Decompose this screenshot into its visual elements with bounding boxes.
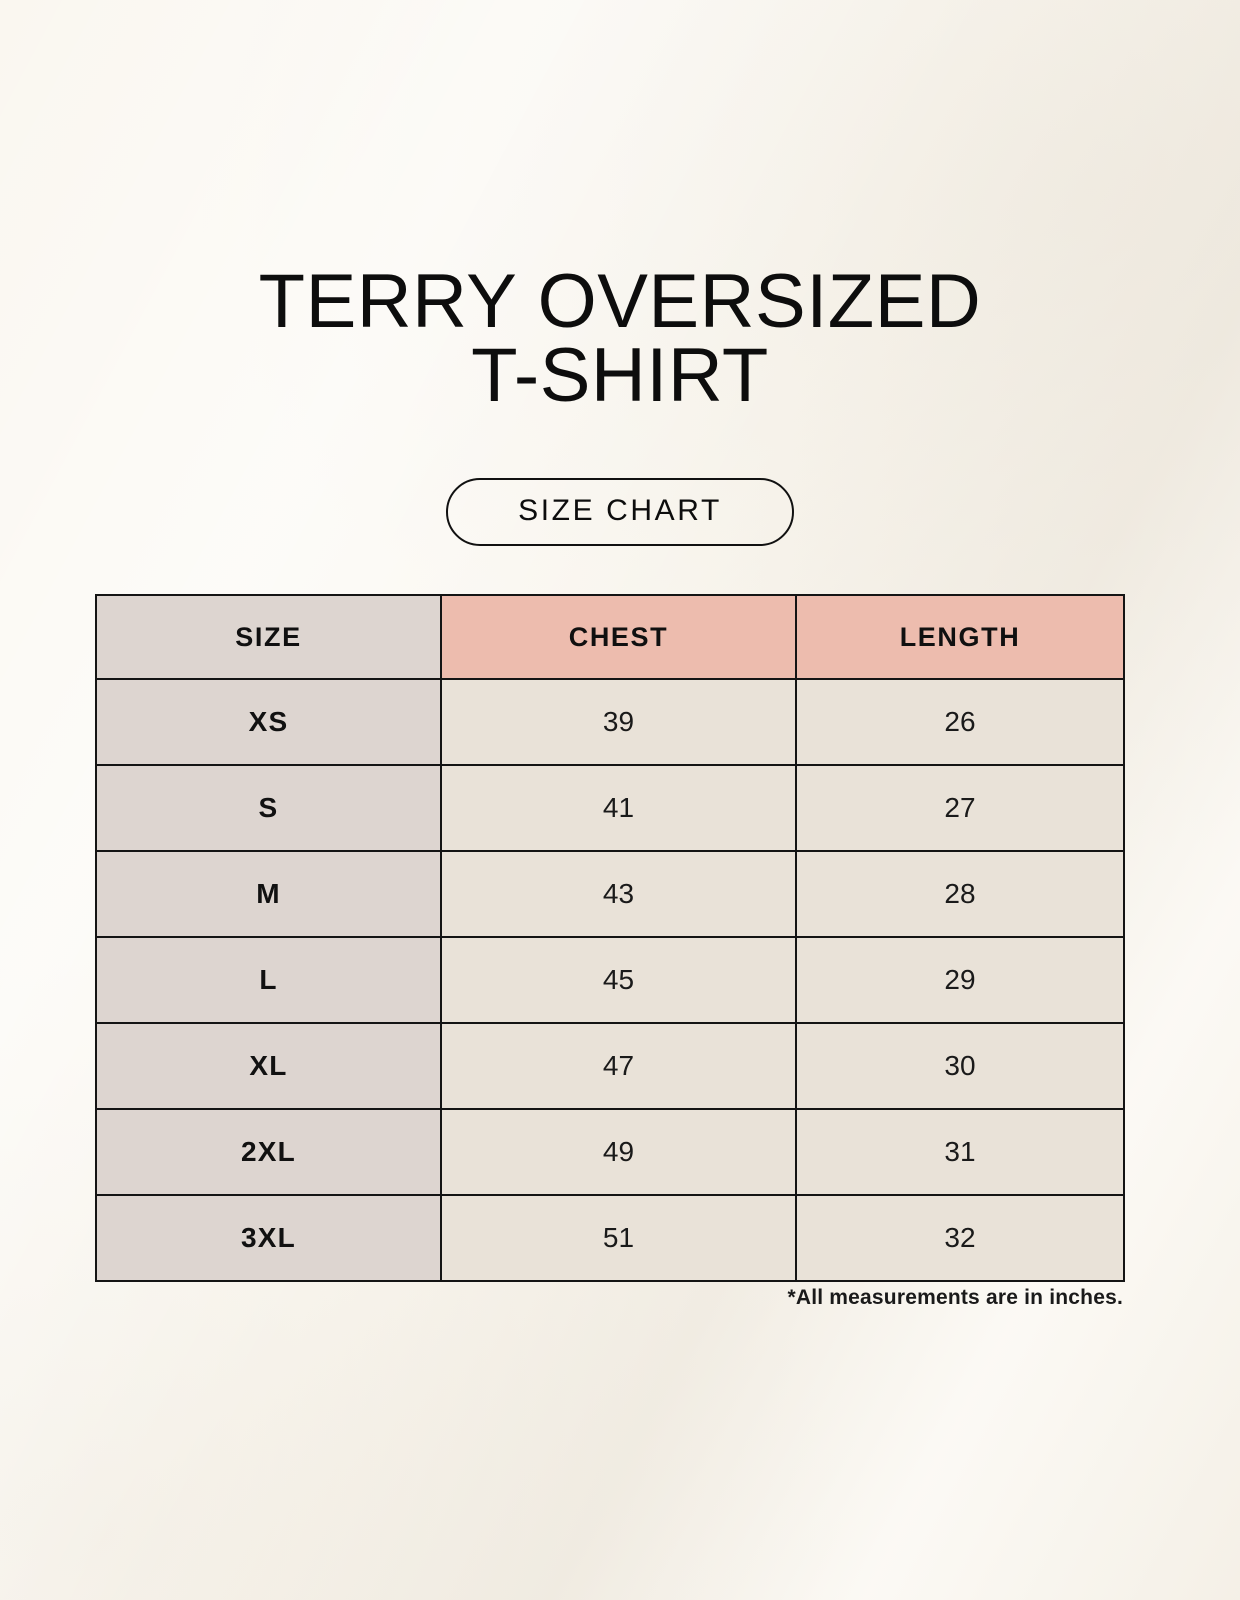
cell-size: XL — [95, 1022, 442, 1110]
size-chart-badge: SIZE CHART — [446, 478, 794, 546]
cell-chest: 45 — [440, 936, 797, 1024]
size-table-container: SIZE CHEST LENGTH XS 39 26 S 41 27 M — [95, 594, 1125, 1282]
cell-length: 32 — [795, 1194, 1125, 1282]
cell-length: 26 — [795, 678, 1125, 766]
size-table: SIZE CHEST LENGTH XS 39 26 S 41 27 M — [95, 594, 1125, 1282]
cell-length: 28 — [795, 850, 1125, 938]
table-header-row: SIZE CHEST LENGTH — [95, 594, 1125, 680]
badge-container: SIZE CHART — [0, 478, 1240, 546]
cell-length: 30 — [795, 1022, 1125, 1110]
page-title: TERRY OVERSIZED T-SHIRT — [258, 259, 982, 419]
measurement-footnote: *All measurements are in inches. — [787, 1286, 1123, 1309]
cell-size: 3XL — [95, 1194, 442, 1282]
cell-size: M — [95, 850, 442, 938]
cell-length: 31 — [795, 1108, 1125, 1196]
table-row: XS 39 26 — [95, 678, 1125, 766]
table-row: XL 47 30 — [95, 1022, 1125, 1110]
cell-size: L — [95, 936, 442, 1024]
table-body: XS 39 26 S 41 27 M 43 28 L 45 29 — [95, 678, 1125, 1282]
table-row: S 41 27 — [95, 764, 1125, 852]
cell-size: 2XL — [95, 1108, 442, 1196]
cell-chest: 49 — [440, 1108, 797, 1196]
cell-chest: 47 — [440, 1022, 797, 1110]
cell-chest: 39 — [440, 678, 797, 766]
table-row: L 45 29 — [95, 936, 1125, 1024]
cell-length: 29 — [795, 936, 1125, 1024]
cell-chest: 51 — [440, 1194, 797, 1282]
table-row: M 43 28 — [95, 850, 1125, 938]
cell-size: S — [95, 764, 442, 852]
table-header: SIZE CHEST LENGTH — [95, 594, 1125, 680]
table-row: 3XL 51 32 — [95, 1194, 1125, 1282]
cell-chest: 43 — [440, 850, 797, 938]
cell-size: XS — [95, 678, 442, 766]
cell-chest: 41 — [440, 764, 797, 852]
column-header-chest: CHEST — [440, 594, 797, 680]
cell-length: 27 — [795, 764, 1125, 852]
table-row: 2XL 49 31 — [95, 1108, 1125, 1196]
column-header-size: SIZE — [95, 594, 442, 680]
column-header-length: LENGTH — [795, 594, 1125, 680]
